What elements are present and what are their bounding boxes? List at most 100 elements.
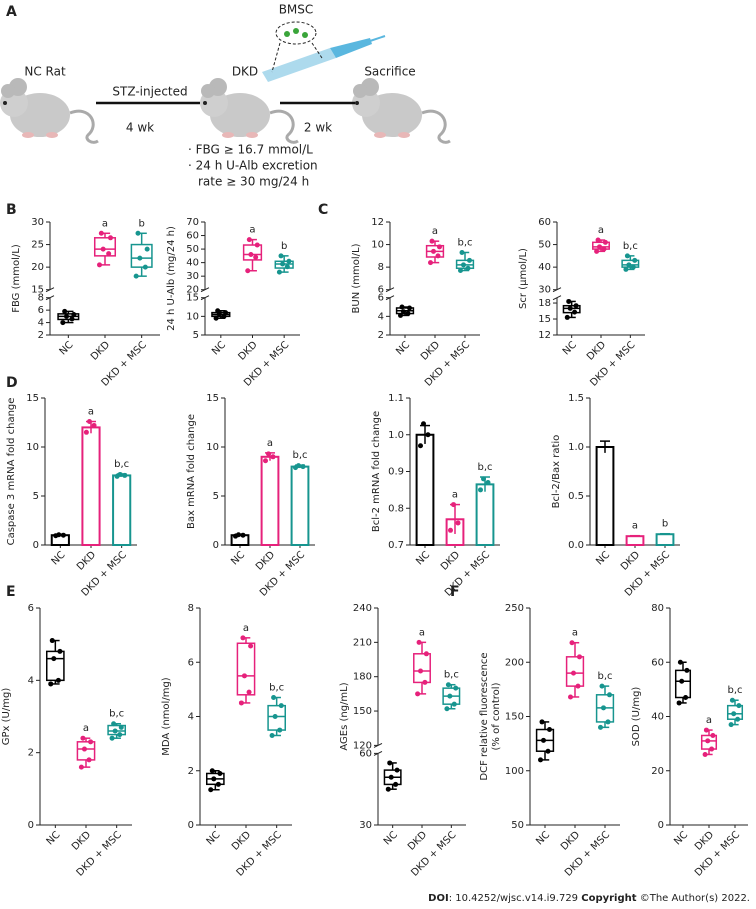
data-point <box>423 651 429 657</box>
data-point <box>437 244 442 250</box>
y-tick-label: 50 <box>186 244 199 255</box>
data-point <box>112 728 118 734</box>
y-tick-label: 4 <box>188 712 194 723</box>
data-point <box>246 689 252 695</box>
data-point <box>455 520 461 526</box>
box <box>236 642 256 696</box>
y-axis-label: Bax mRNA fold change <box>186 414 197 529</box>
box <box>45 650 65 682</box>
data-point <box>626 262 632 268</box>
data-point <box>266 451 271 457</box>
x-tick-label: NC <box>414 549 432 567</box>
y-tick-label: 30 <box>186 271 199 282</box>
label: 4 wk <box>126 121 154 135</box>
y-tick-label: 10 <box>26 442 39 453</box>
data-point <box>602 239 608 245</box>
data-point <box>55 677 61 683</box>
y-tick-label: 0.8 <box>388 503 404 514</box>
data-point <box>133 273 139 279</box>
significance-label: a <box>452 490 458 501</box>
significance-label: b <box>138 218 144 229</box>
significance-label: b,c <box>623 241 638 252</box>
data-point <box>566 298 572 304</box>
data-point <box>106 251 112 257</box>
y-tick-label: 1.0 <box>388 430 404 441</box>
data-point <box>564 314 570 320</box>
data-point <box>80 735 86 741</box>
y-tick-label: 30 <box>359 820 372 831</box>
data-point <box>296 463 301 469</box>
bar <box>415 433 435 546</box>
data-point <box>684 667 690 673</box>
y-tick-label: 2 <box>38 330 44 341</box>
box <box>93 237 117 257</box>
data-point <box>539 719 545 725</box>
data-point <box>263 458 268 464</box>
y-tick-label: 0.5 <box>568 491 584 502</box>
data-point <box>453 685 459 691</box>
data-point <box>272 714 278 719</box>
y-tick-label: 0 <box>213 540 219 551</box>
x-tick-label: NC <box>594 549 612 567</box>
x-tick-label: NC <box>50 549 68 567</box>
data-point <box>677 659 683 665</box>
y-tick-label: 15 <box>26 393 39 404</box>
x-tick-label: DKD <box>254 549 278 573</box>
data-point <box>458 268 463 274</box>
data-point <box>467 257 472 263</box>
data-point <box>278 703 284 709</box>
data-point <box>683 695 689 701</box>
data-point <box>241 673 247 679</box>
significance-label: b,c <box>292 450 307 461</box>
significance-label: a <box>572 628 578 639</box>
data-point <box>679 678 685 684</box>
y-tick-label: 10 <box>186 311 199 322</box>
data-point <box>567 305 573 311</box>
data-point <box>431 248 436 254</box>
x-tick-label: DKD <box>419 339 443 363</box>
y-tick-label: 120 <box>353 740 372 751</box>
y-tick-label: 0 <box>188 820 194 831</box>
bar <box>595 446 615 546</box>
data-point <box>425 432 431 438</box>
criteria: rate ≥ 30 mg/24 h <box>198 175 309 189</box>
y-tick-label: 0 <box>658 820 664 831</box>
criteria: · 24 h U-Alb excretion <box>188 159 318 173</box>
y-tick-label: 250 <box>505 603 524 614</box>
data-point <box>60 532 66 538</box>
y-tick-label: 2 <box>28 748 34 759</box>
data-point <box>86 757 92 763</box>
data-point <box>135 230 141 236</box>
significance-label: a <box>598 225 604 236</box>
data-point <box>71 311 77 317</box>
x-tick-label: DKD <box>619 549 643 573</box>
data-point <box>142 264 148 270</box>
data-point <box>56 532 62 538</box>
data-point <box>137 255 143 261</box>
data-point <box>569 640 575 646</box>
y-axis-label: GPx (U/mg) <box>1 688 12 746</box>
data-point <box>64 313 69 319</box>
data-point <box>69 316 75 322</box>
x-tick-label: NC <box>534 829 552 847</box>
x-tick-label: NC <box>561 339 579 357</box>
x-tick-label: NC <box>45 829 63 847</box>
x-tick-label: NC <box>229 549 247 567</box>
syringe <box>262 21 386 82</box>
data-point <box>401 309 406 315</box>
bar <box>655 533 675 546</box>
x-tick-label: DKD <box>559 829 583 853</box>
data-point <box>238 700 244 706</box>
data-point <box>211 776 217 782</box>
footer-part: ©The Author(s) 2022. <box>637 893 750 904</box>
bar <box>290 465 310 547</box>
data-point <box>709 746 715 752</box>
criteria: · FBG ≥ 16.7 mmol/L <box>188 143 313 157</box>
data-point <box>246 237 252 243</box>
x-tick-label: DKD <box>585 339 609 363</box>
data-point <box>271 695 277 701</box>
data-point <box>538 757 543 763</box>
box <box>674 669 692 699</box>
data-point <box>393 781 399 787</box>
y-tick-label: 0.9 <box>388 467 404 478</box>
